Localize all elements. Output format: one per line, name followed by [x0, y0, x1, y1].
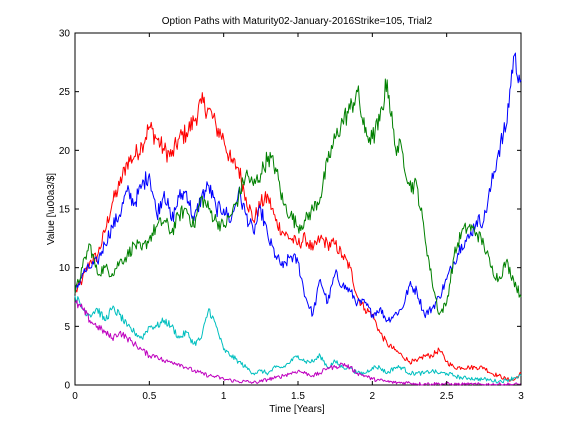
- x-tick-label: 2.5: [440, 391, 454, 402]
- y-tick-label: 0: [64, 381, 70, 392]
- y-tick-label: 10: [59, 263, 71, 274]
- series-line-4: [74, 295, 522, 384]
- y-axis-ticks: 0 5 10 15 20 25 30: [59, 29, 521, 392]
- series-line-2: [74, 52, 522, 323]
- y-tick-label: 25: [59, 87, 71, 98]
- y-tick-label: 15: [59, 205, 71, 216]
- y-tick-label: 30: [59, 29, 71, 40]
- x-tick-label: 0: [72, 391, 78, 402]
- plot-area: 0 0.5 1 1.5 2 2.5 3 0 5 10 15 20 25 30: [59, 29, 524, 403]
- x-tick-label: 1.5: [291, 391, 305, 402]
- plot-frame: [74, 32, 522, 386]
- x-tick-label: 1: [221, 391, 227, 402]
- chart-title: Option Paths with Maturity02-January-201…: [162, 16, 433, 27]
- x-tick-label: 2: [370, 391, 376, 402]
- y-tick-label: 5: [64, 322, 70, 333]
- x-axis-ticks: 0 0.5 1 1.5 2 2.5 3: [72, 33, 524, 402]
- x-tick-label: 3: [518, 391, 524, 402]
- x-axis-label: Time [Years]: [269, 404, 325, 415]
- series-line-3: [74, 78, 522, 316]
- x-tick-label: 0.5: [142, 391, 156, 402]
- y-axis-label: Value [\u00a3/$]: [46, 173, 57, 245]
- series-line-1: [74, 92, 522, 382]
- series-layer: [74, 52, 522, 386]
- y-tick-label: 20: [59, 146, 71, 157]
